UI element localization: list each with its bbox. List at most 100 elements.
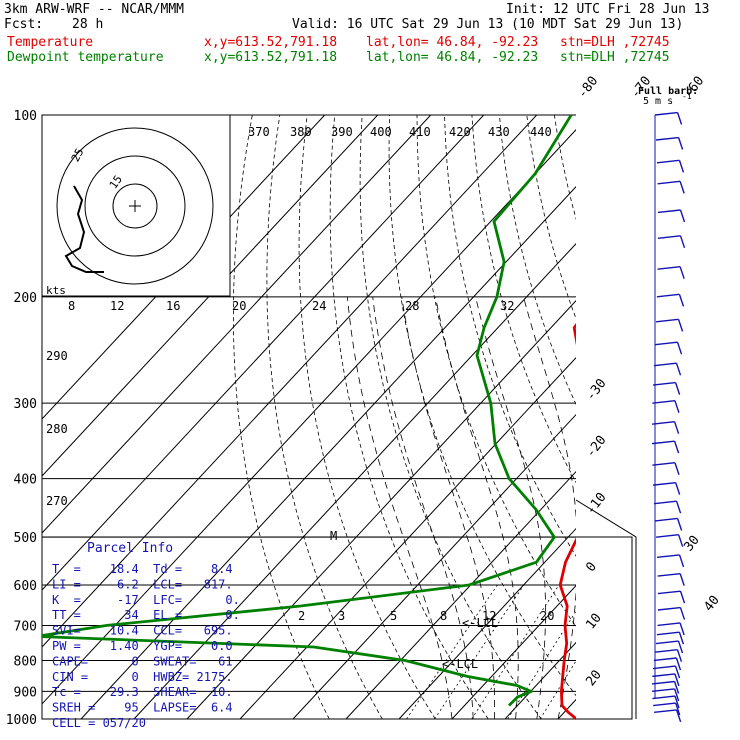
wind-barb-staff <box>653 709 677 714</box>
pressure-label-300: 300 <box>14 397 37 412</box>
wind-barb-flag <box>678 160 685 173</box>
pressure-label-200: 200 <box>14 291 37 306</box>
wind-barb-staff <box>653 500 677 505</box>
wind-barb-staff <box>656 159 680 164</box>
pressure-label-1000: 1000 <box>6 713 37 728</box>
wind-barb-staff <box>651 440 675 445</box>
wind-barb <box>654 341 683 355</box>
moist-adiabat-line <box>523 296 576 720</box>
dry-adiabat-label: 270 <box>46 494 68 508</box>
wind-barb <box>652 381 681 395</box>
dry-adiabat-line <box>692 115 740 719</box>
wind-barb <box>655 640 684 654</box>
wind-barb-flag <box>679 607 686 620</box>
wind-barb-staff <box>651 421 675 425</box>
wind-barb-staff <box>653 657 677 662</box>
wind-barb-flag <box>677 319 684 332</box>
wind-barb <box>655 136 684 150</box>
wind-barb-staff <box>652 462 676 466</box>
hodograph-speed-tick: 16 <box>166 299 180 313</box>
isotherm-line <box>504 641 576 720</box>
dry-adiabat-line <box>664 115 740 719</box>
isotherm-line <box>133 242 576 720</box>
wind-barb <box>656 631 685 645</box>
hodograph-unit: kts <box>46 284 66 297</box>
parcel-info-title: Parcel Info <box>87 541 173 556</box>
valid-time: Valid: 16 UTC Sat 29 Jun 13 (10 MDT Sat … <box>292 17 684 32</box>
wind-barb <box>654 111 683 125</box>
wind-barb-staff <box>656 554 680 559</box>
wind-barb-staff <box>654 517 678 522</box>
dry-adiabat-label: 280 <box>46 422 68 436</box>
forecast-label: Fcst: <box>4 17 44 32</box>
isotherm-line <box>398 527 576 720</box>
wind-barb-flag <box>679 181 685 194</box>
parcel-row: TT = 34 EL = 0. <box>52 608 240 622</box>
wind-barb <box>653 481 681 495</box>
wind-barb-flag <box>677 137 684 150</box>
barb-key-line2: 5 m s <box>643 96 673 107</box>
wind-barb-staff <box>657 572 681 577</box>
isotherm-line <box>42 115 326 420</box>
mixing-ratio-label: 2 <box>298 609 305 623</box>
isotherm-label: 40 <box>701 593 722 615</box>
hodograph-ring <box>56 127 214 285</box>
isotherm-label: 20 <box>583 668 604 690</box>
isotherm-line <box>42 129 576 705</box>
wind-barb <box>657 590 686 604</box>
barb-key-line1: Full barb: <box>638 86 698 97</box>
isotherm-line <box>292 413 576 720</box>
mixing-ratio-label: 20 <box>540 609 554 623</box>
pressure-label-800: 800 <box>14 654 37 669</box>
isotherm-label: -30 <box>583 376 609 404</box>
parcel-row: LI = 6.2 LCL= 817. <box>52 577 233 591</box>
wind-barb-flag <box>673 688 680 702</box>
wind-barb-flag <box>679 590 686 604</box>
wind-barb-flag <box>678 294 685 307</box>
wind-barb-flag <box>673 681 680 694</box>
wind-barb-flag <box>676 341 683 355</box>
wind-barb <box>652 400 680 413</box>
wind-barb-flag <box>675 362 682 376</box>
dry-adiabat-line <box>359 115 542 720</box>
wind-barb <box>653 500 682 514</box>
wind-barb <box>656 554 685 568</box>
mixing-ratio-line <box>434 584 525 720</box>
wind-barb <box>655 534 684 547</box>
wind-barb <box>651 421 680 434</box>
wind-barb-flag <box>679 235 686 249</box>
wind-barb <box>651 440 680 454</box>
parcel-mark: M <box>330 529 337 543</box>
temperature-xy: x,y=613.52,791.18 <box>204 35 338 50</box>
dewpoint-station: stn=DLH ,72745 <box>560 50 670 65</box>
wind-barb-flag <box>677 640 684 654</box>
parcel-row: CELL = 057/20 <box>52 716 146 730</box>
wind-barb-staff <box>654 341 678 346</box>
wind-barb-staff <box>654 111 678 116</box>
wind-barb <box>656 159 685 173</box>
parcel-frame <box>41 536 633 720</box>
mixing-ratio-label: 3 <box>338 609 345 623</box>
pressure-label-600: 600 <box>14 579 37 594</box>
wind-barb-flag <box>679 573 685 586</box>
dry-adiabat-line <box>232 115 330 720</box>
hodograph-speed-tick: 8 <box>68 299 75 313</box>
wind-barb-staff <box>651 680 675 685</box>
hodograph-speed-tick: 12 <box>110 299 124 313</box>
dry-adiabat-line <box>499 115 576 406</box>
isotherm-label: 30 <box>681 533 702 555</box>
wind-barb-staff <box>657 622 681 627</box>
pressure-label-900: 900 <box>14 685 37 700</box>
lcl-label-upper: <-LCL <box>462 616 498 630</box>
isotherm-line <box>664 115 740 719</box>
isotherm-line <box>42 115 538 648</box>
wind-barb <box>657 572 685 586</box>
dewpoint-profile <box>42 115 573 707</box>
wind-barb-flag <box>676 518 683 531</box>
dry-adiabat-line <box>329 115 489 720</box>
wind-barb-staff <box>653 702 676 707</box>
wind-barb <box>655 318 684 332</box>
parcel-row: SREH = 95 LAPSE= 6.4 <box>52 701 233 715</box>
dry-adiabat-label: 380 <box>290 125 312 139</box>
